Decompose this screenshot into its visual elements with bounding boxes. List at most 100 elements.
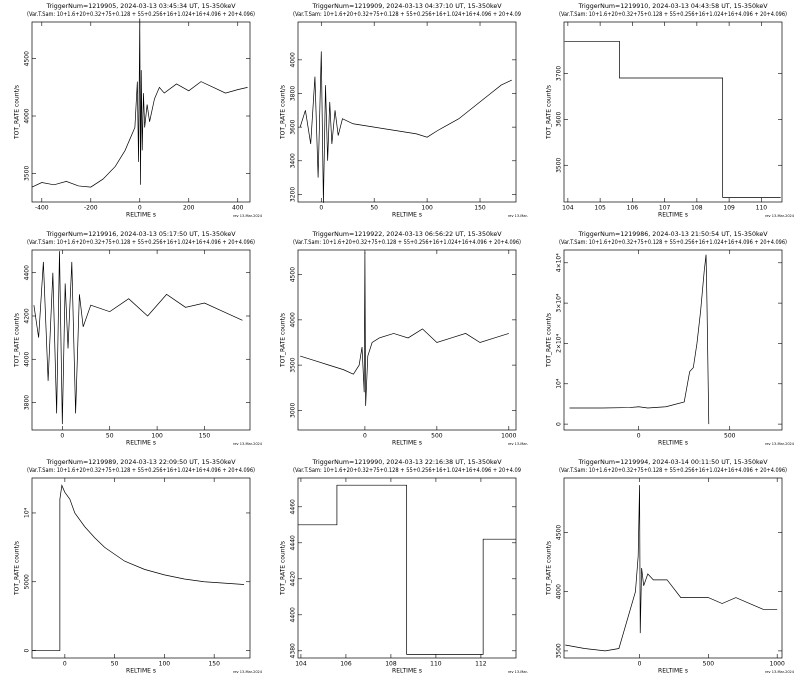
plot-frame bbox=[563, 249, 783, 431]
y-tick-label: 5000 bbox=[24, 574, 31, 589]
y-tick-label: 4000 bbox=[290, 52, 297, 67]
plot-frame bbox=[297, 21, 517, 203]
y-axis-label: TOT_RATE count/s bbox=[546, 541, 553, 596]
footer: rev 13-Mar-2024 bbox=[765, 442, 795, 446]
x-tick-label: 1000 bbox=[501, 433, 516, 440]
x-axis-label: RELTIME s bbox=[392, 212, 422, 219]
y-tick-label: 4000 bbox=[24, 351, 31, 366]
x-axis-label: RELTIME s bbox=[658, 212, 688, 219]
x-axis-label: RELTIME s bbox=[126, 668, 156, 675]
light-curve bbox=[564, 40, 781, 198]
x-tick-label: 110 bbox=[430, 661, 442, 668]
light-curve bbox=[565, 485, 778, 652]
chart-title: TriggerNum=1219916, 2024-03-13 05:17:50 … bbox=[45, 231, 236, 238]
y-tick-label: 10⁴ bbox=[24, 507, 31, 518]
y-tick-label: 2×10⁴ bbox=[556, 333, 563, 352]
x-tick-label: 400 bbox=[232, 205, 244, 212]
x-tick-label: 108 bbox=[691, 205, 703, 212]
footer: rev 13-Mar- bbox=[508, 214, 529, 218]
chart-subtitle: (Var.T.Sam: 10+1.6+20+0.32+75+0.128 + 55… bbox=[293, 239, 521, 246]
chart-title: TriggerNum=1219922, 2024-03-13 06:56:22 … bbox=[311, 231, 502, 238]
x-tick-label: 0 bbox=[363, 433, 367, 440]
x-axis-label: RELTIME s bbox=[658, 668, 688, 675]
chart-title: TriggerNum=1219986, 2024-03-13 21:50:54 … bbox=[577, 231, 768, 238]
y-axis-label: TOT_RATE count/s bbox=[14, 541, 21, 596]
x-tick-label: 150 bbox=[199, 433, 211, 440]
chart-subtitle: (Var.T.Sam: 10+1.6+20+0.32+75+0.128 + 55… bbox=[559, 239, 787, 246]
y-tick-label: 3700 bbox=[556, 66, 563, 81]
x-tick-label: 100 bbox=[151, 433, 163, 440]
y-tick-label: 4×10⁴ bbox=[556, 253, 563, 272]
x-tick-label: 107 bbox=[659, 205, 671, 212]
x-tick-label: 0 bbox=[319, 205, 323, 212]
x-axis-label: RELTIME s bbox=[392, 440, 422, 447]
y-tick-label: 3×10⁴ bbox=[556, 293, 563, 312]
x-tick-label: 109 bbox=[723, 205, 735, 212]
x-axis-label: RELTIME s bbox=[126, 440, 156, 447]
chart-subtitle: (Var.T.Sam: 10+1.6+20+0.32+75+0.128 + 55… bbox=[27, 467, 255, 474]
chart-subtitle: (Var.T.Sam: 10+1.6+20+0.32+75+0.128 + 55… bbox=[559, 467, 787, 474]
x-tick-label: 110 bbox=[756, 205, 768, 212]
y-axis-label: TOT_RATE count/s bbox=[546, 313, 553, 368]
x-tick-label: 108 bbox=[385, 661, 397, 668]
x-tick-label: 150 bbox=[208, 661, 220, 668]
x-tick-label: 0 bbox=[60, 433, 64, 440]
x-tick-label: 50 bbox=[111, 661, 119, 668]
x-tick-label: 0 bbox=[637, 433, 641, 440]
y-tick-label: 4400 bbox=[290, 607, 297, 622]
x-tick-label: 500 bbox=[431, 433, 443, 440]
light-curve bbox=[33, 251, 243, 425]
plot-frame bbox=[563, 21, 783, 203]
y-tick-label: 4500 bbox=[24, 51, 31, 66]
y-tick-label: 3500 bbox=[556, 643, 563, 658]
y-tick-label: 3500 bbox=[24, 166, 31, 181]
y-tick-label: 10⁴ bbox=[556, 378, 563, 389]
y-tick-label: 4460 bbox=[290, 499, 297, 514]
x-axis-label: RELTIME s bbox=[392, 668, 422, 675]
y-tick-label: 4420 bbox=[290, 571, 297, 586]
x-tick-label: 500 bbox=[724, 433, 736, 440]
x-tick-label: 50 bbox=[370, 205, 378, 212]
y-tick-label: 3600 bbox=[556, 112, 563, 127]
y-tick-label: 3200 bbox=[290, 187, 297, 202]
x-tick-label: 106 bbox=[627, 205, 639, 212]
chart-title: TriggerNum=1219909, 2024-03-13 04:37:10 … bbox=[311, 3, 502, 10]
footer: rev 13-Mar- bbox=[508, 442, 529, 446]
y-tick-label: 0 bbox=[24, 648, 31, 652]
chart-subtitle: (Var.T.Sam: 10+1.6+20+0.32+75+0.128 + 55… bbox=[27, 239, 255, 246]
x-tick-label: 104 bbox=[562, 205, 574, 212]
y-tick-label: 3500 bbox=[290, 357, 297, 372]
chart-title: TriggerNum=1219990, 2024-03-13 22:16:38 … bbox=[311, 459, 502, 466]
chart-subtitle: (Var.T.Sam: 10+1.6+20+0.32+75+0.128 + 55… bbox=[293, 11, 521, 18]
x-tick-label: 50 bbox=[106, 433, 114, 440]
x-tick-label: 150 bbox=[474, 205, 486, 212]
light-curve bbox=[298, 484, 516, 655]
chart-subtitle: (Var.T.Sam: 10+1.6+20+0.32+75+0.128 + 55… bbox=[559, 11, 787, 18]
x-tick-label: -400 bbox=[35, 205, 49, 212]
plot-frame bbox=[31, 249, 251, 431]
x-axis-label: RELTIME s bbox=[658, 440, 688, 447]
footer: rev 13-Mar- bbox=[508, 670, 529, 674]
footer: rev 13-Mar-2024 bbox=[233, 442, 263, 446]
y-tick-label: 4000 bbox=[24, 108, 31, 123]
y-axis-label: TOT_RATE count/s bbox=[280, 85, 287, 140]
x-tick-label: 500 bbox=[703, 661, 715, 668]
y-tick-label: 3400 bbox=[290, 153, 297, 168]
x-tick-label: 1000 bbox=[770, 661, 785, 668]
x-tick-label: 0 bbox=[138, 205, 142, 212]
light-curve bbox=[32, 484, 245, 651]
x-tick-label: 100 bbox=[421, 205, 433, 212]
y-tick-label: 3800 bbox=[24, 395, 31, 410]
plot-frame bbox=[297, 477, 517, 659]
y-axis-label: TOT_RATE count/s bbox=[14, 85, 21, 140]
y-tick-label: 4000 bbox=[556, 584, 563, 599]
chart-title: TriggerNum=1219994, 2024-03-14 00:11:50 … bbox=[577, 459, 768, 466]
light-curve bbox=[299, 51, 512, 203]
y-tick-label: 3600 bbox=[290, 119, 297, 134]
footer: rev 13-Mar-2024 bbox=[233, 670, 263, 674]
y-tick-label: 0 bbox=[556, 422, 563, 426]
plot-frame bbox=[31, 477, 251, 659]
y-tick-label: 3500 bbox=[556, 157, 563, 172]
